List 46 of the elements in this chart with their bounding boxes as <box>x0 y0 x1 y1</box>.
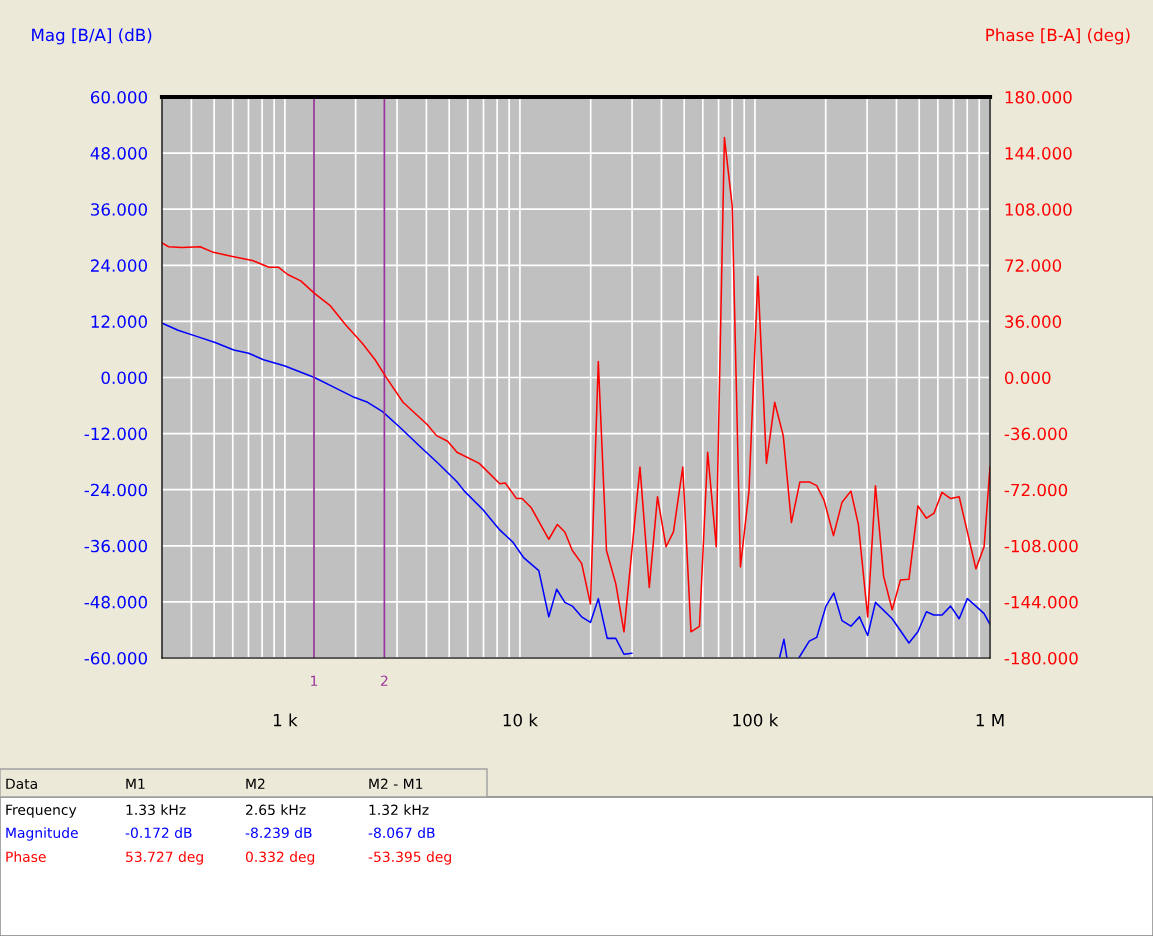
x-tick-label: 100 k <box>733 713 779 727</box>
x-tick-label: 1 M <box>976 714 1004 727</box>
y2-axis-title: Phase [B-A] (deg) <box>986 28 1130 45</box>
y-tick-label: -60.000 <box>84 651 148 665</box>
x-tick-label: 10 k <box>503 713 538 727</box>
text: Frequency <box>6 804 77 818</box>
y2-tick-label: 108.000 <box>1005 203 1072 216</box>
y2-tick-label: -144.000 <box>1004 595 1078 609</box>
text: M1 <box>126 778 145 789</box>
annotation: 2 <box>380 675 388 686</box>
y-tick-label: 60.000 <box>90 90 147 104</box>
y-tick-label: 36.000 <box>91 203 147 216</box>
text: -53.395 deg <box>368 851 451 865</box>
y2-tick-label: -36.000 <box>1004 427 1068 441</box>
text: 2.65 kHz <box>246 804 306 816</box>
y2-tick-label: 180.000 <box>1005 90 1072 104</box>
y2-tick-label: 36.000 <box>1005 315 1062 328</box>
y2-tick-label: -72.000 <box>1004 483 1068 497</box>
text: M2 - M1 <box>369 778 423 789</box>
text: -0.172 dB <box>125 827 192 839</box>
y-tick-label: -24.000 <box>84 483 148 497</box>
text: 53.727 deg <box>126 851 203 865</box>
y-tick-label: 24.000 <box>91 259 147 272</box>
y-tick-label: -12.000 <box>84 427 148 441</box>
text: Phase <box>6 851 46 863</box>
y2-tick-label: -180.000 <box>1004 651 1078 665</box>
y-tick-label: -36.000 <box>84 539 148 553</box>
text: 1.32 kHz <box>369 804 429 816</box>
x-tick-label: 1 k <box>273 713 298 727</box>
text: -8.067 dB <box>368 827 435 839</box>
text: M2 <box>246 778 265 789</box>
text: Magnitude <box>6 827 78 841</box>
y-tick-label: -48.000 <box>84 595 148 609</box>
y2-tick-label: 72.000 <box>1005 259 1062 272</box>
y-tick-label: 0.000 <box>101 371 147 385</box>
text: 1.33 kHz <box>126 804 186 816</box>
y-tick-label: 48.000 <box>90 147 147 160</box>
y2-tick-label: 0.000 <box>1004 371 1051 385</box>
annotation: 1 <box>311 675 318 686</box>
text: Data <box>6 778 37 790</box>
text: 0.332 deg <box>245 851 315 865</box>
y-axis-title: Mag [B/A] (dB) <box>32 28 152 45</box>
y2-tick-label: -108.000 <box>1004 539 1078 553</box>
text: -8.239 dB <box>245 827 312 839</box>
y-tick-label: 12.000 <box>91 315 147 328</box>
y2-tick-label: 144.000 <box>1005 147 1072 160</box>
